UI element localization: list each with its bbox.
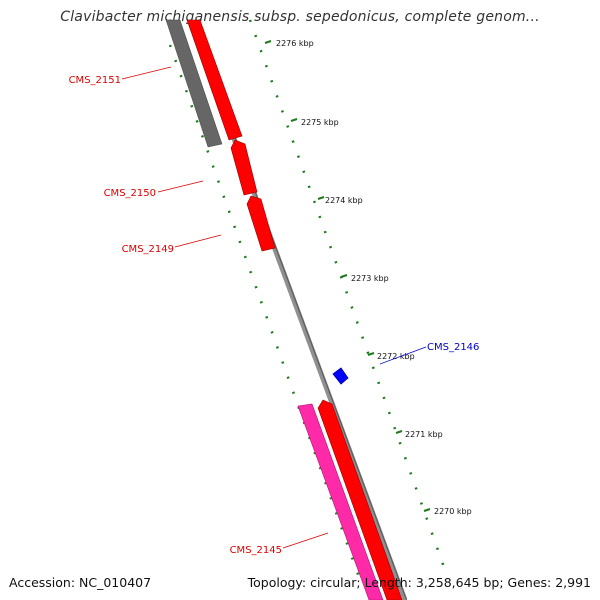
gene-feature-pink[interactable] [297, 403, 384, 600]
accession-text: Accession: NC_010407 [9, 575, 152, 590]
tick-label: 2270 kbp [434, 507, 472, 516]
gene-label-cms-2150[interactable]: CMS_2150 [104, 188, 156, 199]
tick-mark [340, 274, 348, 278]
gene-feature-cms-2145[interactable] [317, 399, 403, 600]
tick-mark [290, 118, 298, 122]
gene-label-cms-2145[interactable]: CMS_2145 [230, 545, 282, 556]
gene-feature-cms-2150[interactable] [230, 139, 258, 196]
leader-line [157, 180, 204, 193]
gene-label-cms-2146[interactable]: CMS_2146 [427, 342, 479, 353]
tick-mark [317, 196, 325, 200]
gene-feature-cms-2149[interactable] [246, 195, 276, 252]
tick-mark [367, 352, 375, 356]
gray-feature[interactable] [165, 19, 223, 148]
outer-scale-ring [248, 19, 447, 571]
tick-label: 2276 kbp [276, 39, 314, 48]
gene-label-cms-2149[interactable]: CMS_2149 [122, 244, 174, 255]
scale-ticks: 2276 kbp 2275 kbp 2274 kbp 2273 kbp 2272… [264, 39, 472, 516]
tick-label: 2275 kbp [301, 118, 339, 127]
genome-summary-text: Topology: circular; Length: 3,258,645 bp… [247, 575, 591, 590]
tick-mark [264, 40, 272, 44]
gene-feature-cms-2146[interactable] [332, 367, 349, 385]
leader-line [379, 346, 427, 365]
leader-line [282, 532, 329, 549]
tick-label: 2271 kbp [405, 430, 443, 439]
gene-label-cms-2151[interactable]: CMS_2151 [69, 75, 121, 86]
tick-mark [395, 430, 403, 434]
tick-mark [423, 508, 431, 512]
gene-feature-cms-2151[interactable] [186, 19, 243, 141]
gene-labels: CMS_2151 CMS_2150 CMS_2149 CMS_2146 CMS_… [69, 66, 479, 556]
tick-label: 2272 kbp [377, 352, 415, 361]
leader-line [121, 66, 172, 80]
tick-label: 2273 kbp [351, 274, 389, 283]
leader-line [174, 234, 222, 248]
tick-label: 2274 kbp [325, 196, 363, 205]
